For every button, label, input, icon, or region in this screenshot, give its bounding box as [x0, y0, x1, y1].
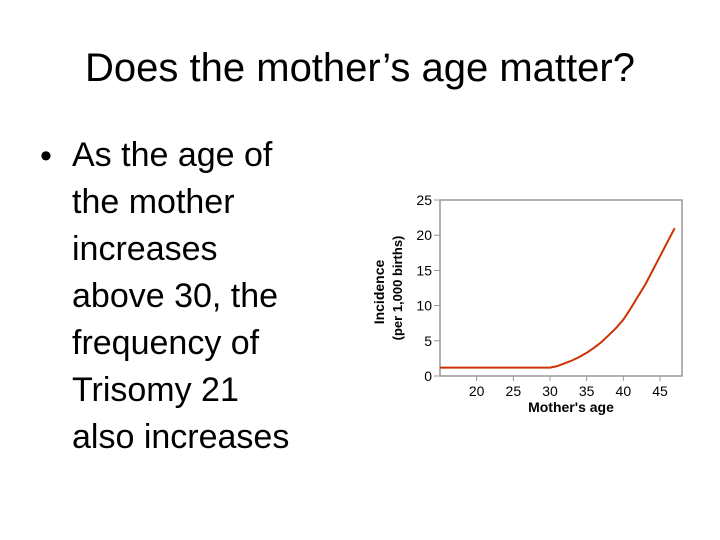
y-tick-label: 5: [424, 333, 432, 349]
y-tick-label: 25: [416, 192, 432, 208]
y-axis-label: Incidence: [371, 260, 387, 325]
y-axis-label-units: (per 1,000 births): [390, 236, 405, 341]
incidence-chart: Incidence (per 1,000 births) Mother's ag…: [371, 192, 683, 415]
chart-container: Incidence (per 1,000 births) Mother's ag…: [360, 188, 700, 420]
x-tick-label: 25: [506, 383, 522, 399]
x-axis-label: Mother's age: [528, 399, 614, 415]
y-tick-label: 0: [424, 368, 432, 384]
y-tick-label: 20: [416, 227, 432, 243]
series-line: [440, 227, 676, 369]
x-tick-label: 40: [616, 383, 632, 399]
x-tick-label: 35: [579, 383, 595, 399]
x-tick-label: 20: [469, 383, 485, 399]
slide-title: Does the mother’s age matter?: [85, 46, 635, 90]
plot-frame: [439, 199, 683, 377]
bullet-text: As the age of the mother increases above…: [72, 136, 290, 456]
x-tick-label: 30: [542, 383, 558, 399]
y-tick-label: 10: [416, 298, 432, 314]
x-tick-label: 45: [652, 383, 668, 399]
bullet-marker: •: [40, 137, 52, 175]
y-tick-label: 15: [416, 262, 432, 278]
